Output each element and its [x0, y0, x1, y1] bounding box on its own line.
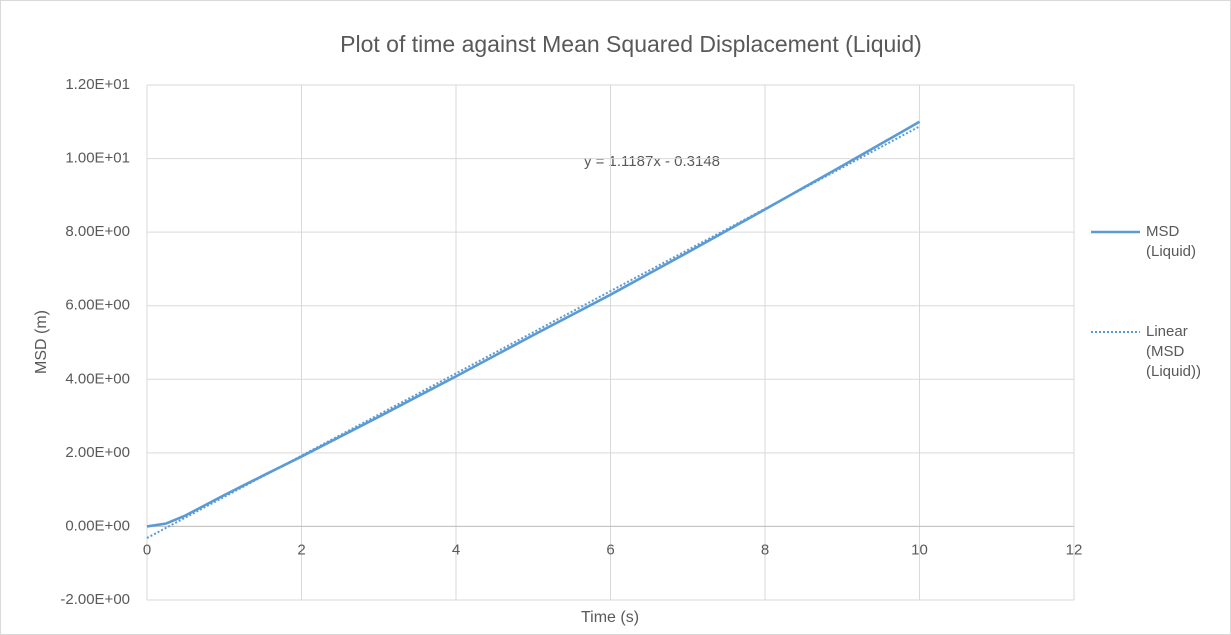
legend-label: MSD (Liquid)	[1146, 223, 1197, 260]
legend-label: Linear (MSD (Liquid))	[1146, 323, 1202, 380]
y-tick-label: 2.00E+00	[65, 444, 130, 461]
x-tick-label: 2	[297, 541, 305, 558]
x-tick-label: 8	[761, 541, 769, 558]
x-axis-title: Time (s)	[581, 609, 639, 626]
y-tick-label: 1.00E+01	[65, 150, 130, 167]
y-tick-label: 6.00E+00	[65, 297, 130, 314]
trendline	[146, 125, 920, 539]
x-tick-label: 4	[452, 541, 460, 558]
y-axis-title: MSD (m)	[33, 310, 50, 374]
y-tick-label: 1.20E+01	[65, 76, 130, 93]
x-tick-label: 6	[606, 541, 614, 558]
x-tick-label: 0	[143, 541, 151, 558]
x-tick-label: 10	[911, 541, 928, 558]
y-tick-label: 4.00E+00	[65, 370, 130, 387]
trendline-equation: y = 1.1187x - 0.3148	[584, 153, 720, 170]
chart-title: Plot of time against Mean Squared Displa…	[340, 31, 922, 57]
y-tick-label: 8.00E+00	[65, 223, 130, 240]
x-tick-label: 12	[1066, 541, 1083, 558]
y-tick-label: 0.00E+00	[65, 517, 130, 534]
y-tick-label: -2.00E+00	[60, 591, 130, 608]
